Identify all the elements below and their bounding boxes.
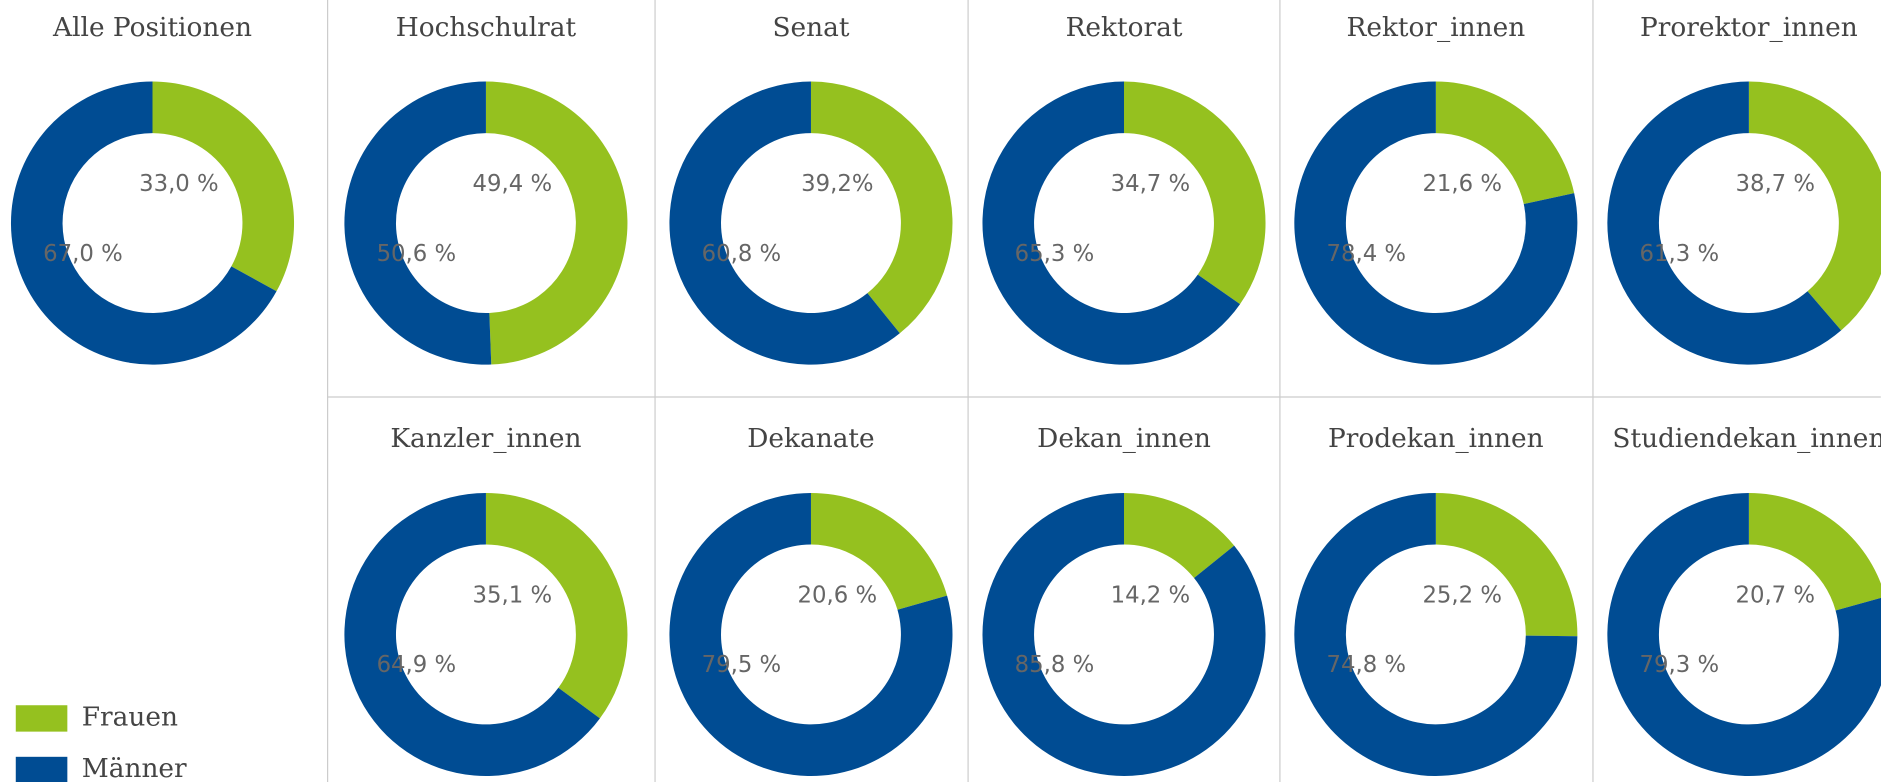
donut-segment: [1748, 81, 1881, 331]
donut-segment: [485, 492, 628, 719]
value-label: 79,3 %: [1640, 652, 1720, 678]
value-label: 61,3 %: [1640, 241, 1720, 267]
value-label: 20,6 %: [798, 583, 878, 609]
value-label: 85,8 %: [1015, 652, 1095, 678]
chart-title: Prodekan_innen: [1328, 424, 1544, 454]
chart-title: Dekan_innen: [1037, 424, 1211, 454]
legend-label: Frauen: [82, 702, 178, 732]
donut-segment: [1748, 492, 1881, 611]
donut-segment: [485, 81, 628, 365]
value-label: 78,4 %: [1327, 241, 1407, 267]
legend-swatch: [15, 705, 68, 732]
donut-segment: [810, 81, 953, 334]
donut-segment: [810, 492, 948, 610]
donut-segment: [344, 492, 600, 777]
chart-title: Senat: [772, 13, 849, 43]
chart-title: Rektor_innen: [1346, 13, 1525, 43]
legend-swatch: [15, 756, 68, 782]
donut-segment: [982, 492, 1266, 777]
donut-segment: [1124, 492, 1235, 579]
value-label: 67,0 %: [43, 241, 123, 267]
value-label: 33,0 %: [139, 171, 219, 197]
chart-title: Rektorat: [1066, 13, 1183, 43]
value-label: 60,8 %: [702, 241, 782, 267]
donut-segment: [1294, 492, 1578, 777]
chart-title: Kanzler_innen: [390, 424, 581, 454]
value-label: 34,7 %: [1111, 171, 1191, 197]
chart-title: Dekanate: [747, 424, 874, 454]
value-label: 25,2 %: [1422, 583, 1502, 609]
donut-segment: [1294, 81, 1578, 365]
value-label: 79,5 %: [702, 652, 782, 678]
donut-segment: [982, 81, 1241, 365]
chart-title: Prorektor_innen: [1640, 13, 1858, 43]
legend-label: Männer: [82, 754, 187, 782]
donut-segment: [1607, 81, 1842, 365]
donut-segment: [344, 81, 492, 365]
chart-title: Hochschulrat: [396, 13, 577, 43]
value-label: 49,4 %: [473, 171, 553, 197]
value-label: 21,6 %: [1422, 171, 1502, 197]
value-label: 74,8 %: [1327, 652, 1407, 678]
donut-segment: [669, 81, 900, 365]
donut-segment: [152, 81, 295, 292]
value-label: 14,2 %: [1111, 583, 1191, 609]
chart-title: Studiendekan_innen: [1612, 424, 1881, 454]
donut-segment: [10, 81, 277, 365]
donut-segment: [1435, 81, 1575, 205]
value-label: 50,6 %: [377, 241, 457, 267]
donut-segment: [1435, 492, 1578, 637]
donut-segment: [669, 492, 953, 777]
value-label: 65,3 %: [1015, 241, 1095, 267]
donut-segment: [1607, 492, 1881, 776]
chart-title: Alle Positionen: [52, 13, 252, 43]
value-label: 35,1 %: [473, 583, 553, 609]
value-label: 64,9 %: [377, 652, 457, 678]
value-label: 39,2%: [801, 171, 873, 197]
donut-segment: [1124, 81, 1266, 305]
value-label: 20,7 %: [1735, 583, 1815, 609]
value-label: 38,7 %: [1735, 171, 1815, 197]
